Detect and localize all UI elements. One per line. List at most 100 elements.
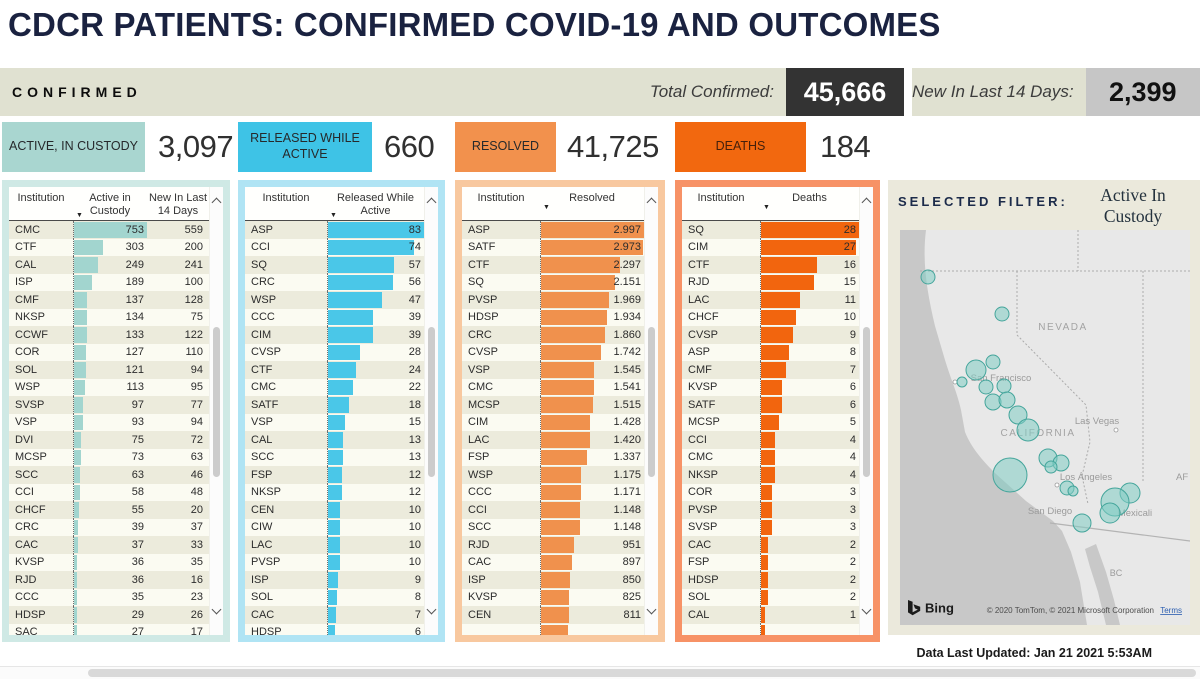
table-row[interactable]: CVSP 28 [245, 343, 424, 361]
table-row[interactable]: CEN 10 [245, 501, 424, 519]
table-row[interactable]: CAL 1 [682, 606, 859, 624]
table-row[interactable]: HDSP 29 26 [9, 606, 209, 624]
table-row[interactable]: CMF 137 128 [9, 291, 209, 309]
vertical-scrollbar[interactable] [859, 187, 873, 635]
table-row[interactable]: CTF 303 200 [9, 238, 209, 256]
table-row[interactable]: CAC 7 [245, 606, 424, 624]
table-row[interactable]: VSP 15 [245, 413, 424, 431]
scroll-down-icon[interactable] [211, 604, 222, 615]
outbreak-bubble[interactable] [1008, 405, 1028, 425]
table-row[interactable]: ASP 2.997 [462, 221, 644, 239]
table-row[interactable]: SCC 13 [245, 448, 424, 466]
table-row[interactable]: CAC 897 [462, 553, 644, 571]
table-row[interactable]: KVSP 6 [682, 378, 859, 396]
table-row[interactable]: SQ 28 [682, 221, 859, 239]
table-row[interactable]: RJD 15 [682, 273, 859, 291]
table-row[interactable]: HDSP 1.934 [462, 308, 644, 326]
table-row[interactable]: CHCF 55 20 [9, 501, 209, 519]
table-row[interactable]: WSP 113 95 [9, 378, 209, 396]
table-row[interactable]: KVSP 36 35 [9, 553, 209, 571]
table-row[interactable]: CTF 16 [682, 256, 859, 274]
table-row[interactable]: PVSP 1.969 [462, 291, 644, 309]
vertical-scrollbar[interactable] [424, 187, 438, 635]
table-row[interactable]: CCC 1.171 [462, 483, 644, 501]
table-row[interactable]: ISP 189 100 [9, 273, 209, 291]
table-row[interactable]: CMC 1.541 [462, 378, 644, 396]
table-row[interactable]: CIM 39 [245, 326, 424, 344]
table-row[interactable]: CCC 35 23 [9, 588, 209, 606]
sort-descending-icon[interactable]: ▼ [76, 212, 83, 219]
outbreak-bubble[interactable] [920, 269, 936, 285]
table-row[interactable]: SQ 2.151 [462, 273, 644, 291]
table-row[interactable]: ISP 9 [245, 571, 424, 589]
table-row[interactable]: MCSP 5 [682, 413, 859, 431]
outbreak-bubble[interactable] [1099, 502, 1121, 524]
table-row[interactable]: SOL 121 94 [9, 361, 209, 379]
table-row[interactable]: FSP 2 [682, 553, 859, 571]
outbreak-bubble[interactable] [1072, 513, 1092, 533]
scroll-up-icon[interactable] [861, 197, 872, 208]
table-row[interactable]: VSP 93 94 [9, 413, 209, 431]
table-row[interactable]: RJD 951 [462, 536, 644, 554]
scrollbar-thumb[interactable] [648, 327, 655, 477]
table-row[interactable]: COR 3 [682, 483, 859, 501]
table-row[interactable]: SCC 1.148 [462, 518, 644, 536]
table-row[interactable]: CIM 27 [682, 238, 859, 256]
table-row[interactable]: CAC 2 [682, 536, 859, 554]
table-row[interactable]: SVSP 97 77 [9, 396, 209, 414]
column-header-released-while-active[interactable]: Released While Active [336, 192, 415, 218]
table-row[interactable]: SAC 27 17 [9, 623, 209, 635]
table-row[interactable]: CRC 39 37 [9, 518, 209, 536]
outbreak-bubble[interactable] [1044, 460, 1058, 474]
table-row[interactable]: VSP 1.545 [462, 361, 644, 379]
column-header-institution[interactable]: Institution [477, 192, 525, 204]
scrollbar-thumb[interactable] [428, 327, 435, 477]
sort-descending-icon[interactable]: ▼ [330, 212, 337, 219]
outbreak-bubble[interactable] [998, 391, 1016, 409]
outbreak-bubble[interactable] [965, 359, 987, 381]
table-row[interactable]: FSP 12 [245, 466, 424, 484]
scroll-up-icon[interactable] [646, 197, 657, 208]
table-row[interactable]: CCC 39 [245, 308, 424, 326]
column-header-active-in-custody[interactable]: Active in Custody [89, 192, 131, 218]
table-row[interactable]: WSP 1.175 [462, 466, 644, 484]
terms-link[interactable]: Terms [1160, 606, 1182, 615]
table-row[interactable]: PVSP 3 [682, 501, 859, 519]
table-row[interactable]: CRC 56 [245, 273, 424, 291]
table-row[interactable]: CCI 74 [245, 238, 424, 256]
map-bubbles[interactable] [920, 269, 1141, 533]
table-row[interactable]: CIM 1.428 [462, 413, 644, 431]
table-row[interactable]: CCI 4 [682, 431, 859, 449]
table-row[interactable]: ASP 83 [245, 221, 424, 239]
table-row[interactable]: CTF 24 [245, 361, 424, 379]
table-row[interactable]: SATF 18 [245, 396, 424, 414]
selected-filter-value[interactable]: Active In Custody [1100, 185, 1166, 226]
scroll-down-icon[interactable] [646, 604, 657, 615]
horizontal-scrollbar-thumb[interactable] [88, 669, 1196, 677]
column-header-institution[interactable]: Institution [17, 192, 65, 204]
table-row[interactable]: WSP 47 [245, 291, 424, 309]
table-row[interactable]: NKSP 12 [245, 483, 424, 501]
scroll-down-icon[interactable] [861, 604, 872, 615]
table-row[interactable] [462, 623, 644, 635]
scroll-down-icon[interactable] [426, 604, 437, 615]
sort-descending-icon[interactable]: ▼ [763, 204, 770, 211]
table-row[interactable]: CVSP 9 [682, 326, 859, 344]
table-row[interactable]: MCSP 1.515 [462, 396, 644, 414]
bing-map[interactable]: NEVADA San Francisco CALIFORNIA Las Vega… [900, 230, 1190, 625]
vertical-scrollbar[interactable] [209, 187, 223, 635]
table-row[interactable]: SOL 8 [245, 588, 424, 606]
scrollbar-thumb[interactable] [213, 327, 220, 477]
outbreak-bubble[interactable] [956, 376, 968, 388]
table-row[interactable] [682, 623, 859, 635]
column-header-institution[interactable]: Institution [697, 192, 745, 204]
table-row[interactable]: SATF 6 [682, 396, 859, 414]
kpi-active-in-custody[interactable]: ACTIVE, IN CUSTODY [2, 122, 145, 172]
table-row[interactable]: CMC 22 [245, 378, 424, 396]
table-row[interactable]: SVSP 3 [682, 518, 859, 536]
table-row[interactable]: RJD 36 16 [9, 571, 209, 589]
kpi-resolved[interactable]: RESOLVED [455, 122, 556, 172]
table-row[interactable]: CAL 249 241 [9, 256, 209, 274]
table-row[interactable]: CHCF 10 [682, 308, 859, 326]
table-row[interactable]: SQ 57 [245, 256, 424, 274]
